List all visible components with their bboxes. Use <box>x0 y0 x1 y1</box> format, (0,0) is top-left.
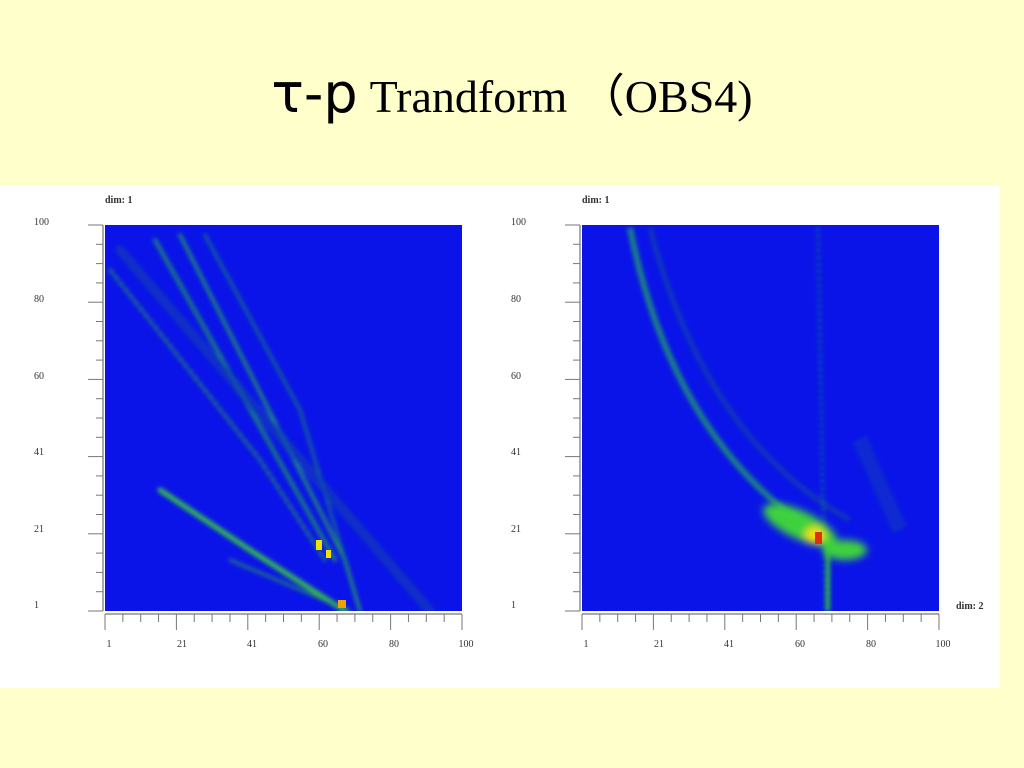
x-dim-label: dim: 2 <box>956 601 984 612</box>
heatmap-right <box>582 225 939 611</box>
y-tick-label: 41 <box>511 447 521 458</box>
x-tick-label: 21 <box>654 639 664 650</box>
x-tick-label: 41 <box>724 639 734 650</box>
dim-label: dim: 1 <box>105 195 133 206</box>
title: τ-p Trandform （OBS4) <box>271 62 752 125</box>
x-tick-label: 1 <box>107 639 112 650</box>
x-tick-label: 80 <box>866 639 876 650</box>
y-tick-label: 1 <box>511 600 516 611</box>
y-tick-label: 60 <box>511 371 521 382</box>
x-tick-label: 100 <box>459 639 474 650</box>
y-tick-label: 41 <box>34 447 44 458</box>
y-tick-label: 100 <box>511 217 526 228</box>
y-tick-label: 80 <box>34 294 44 305</box>
x-tick-label: 21 <box>177 639 187 650</box>
x-tick-label: 60 <box>795 639 805 650</box>
x-tick-label: 60 <box>318 639 328 650</box>
y-tick-label: 60 <box>34 371 44 382</box>
x-tick-label: 80 <box>389 639 399 650</box>
y-tick-label: 21 <box>34 524 44 535</box>
x-tick-label: 100 <box>936 639 951 650</box>
title-symbol: τ-p <box>271 62 357 125</box>
y-tick-label: 80 <box>511 294 521 305</box>
x-tick-label: 1 <box>584 639 589 650</box>
y-tick-label: 21 <box>511 524 521 535</box>
title-text: Trandform （OBS4) <box>370 71 753 122</box>
y-tick-label: 1 <box>34 600 39 611</box>
x-tick-label: 41 <box>247 639 257 650</box>
y-tick-label: 100 <box>34 217 49 228</box>
heatmap-left <box>105 225 462 611</box>
dim-label: dim: 1 <box>582 195 610 206</box>
